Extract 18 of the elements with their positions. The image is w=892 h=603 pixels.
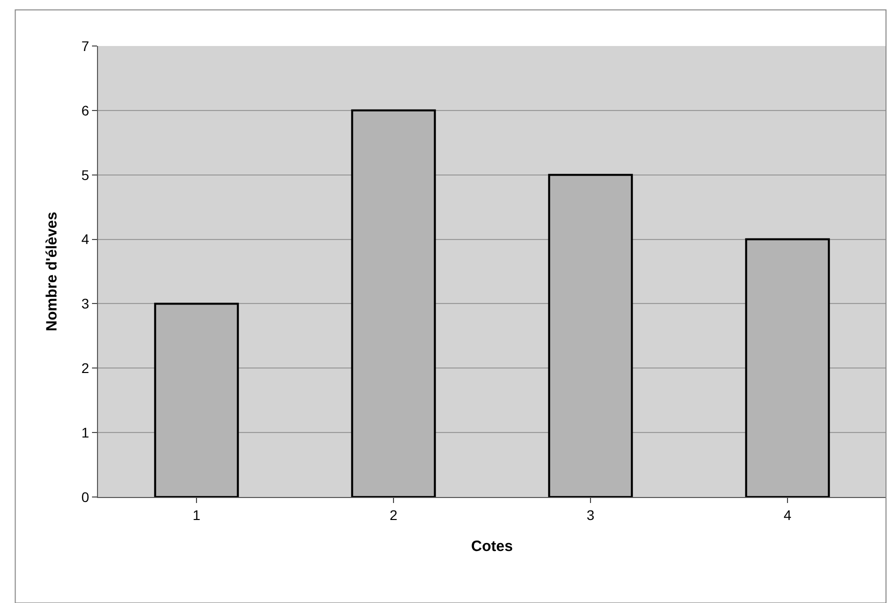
y-tick-label: 7 (81, 38, 90, 54)
bar (154, 302, 239, 497)
y-tick-label: 5 (81, 166, 90, 183)
y-tick-label: 4 (81, 231, 90, 248)
y-axis-title: Nombre d'élèves (44, 212, 61, 332)
x-tick-label: 1 (192, 506, 201, 523)
y-tick-label: 6 (81, 102, 90, 118)
x-tick-label: 2 (390, 506, 398, 523)
bar (548, 174, 633, 497)
bar (745, 238, 830, 497)
y-tick-label: 0 (81, 488, 90, 505)
y-tick-label: 3 (81, 296, 90, 312)
bar (351, 109, 436, 497)
x-tick-label: 3 (586, 506, 595, 523)
y-tick-label: 1 (81, 424, 90, 440)
y-tick-label: 2 (81, 360, 90, 376)
x-axis-title: Cotes (471, 538, 513, 555)
x-tick-label: 4 (784, 506, 792, 523)
